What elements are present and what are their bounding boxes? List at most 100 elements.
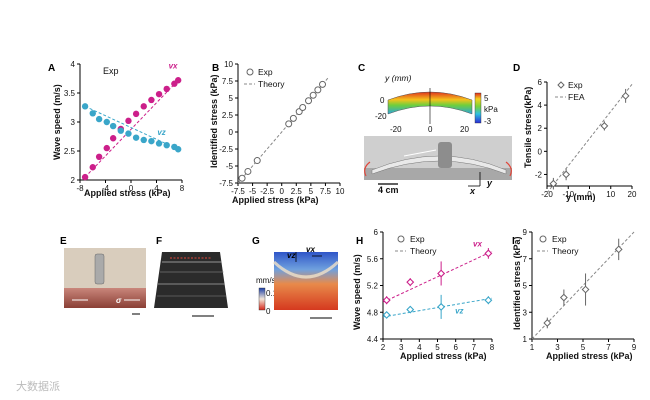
panel-c-scale-label: 4 cm xyxy=(378,185,399,195)
panel-a-point-vx xyxy=(155,90,163,98)
panel-b-xtick-label: 10 xyxy=(336,187,345,196)
panel-h-point-vz xyxy=(484,296,493,305)
panel-d-ytick-label: 4 xyxy=(538,101,543,110)
panel-a-ytick-label: 4 xyxy=(71,60,76,69)
panel-a-point-vx xyxy=(163,85,170,93)
panel-h-point-vx xyxy=(437,269,446,278)
watermark: 大数据派 xyxy=(16,379,60,393)
panel-a-trend-vx xyxy=(84,79,179,178)
panel-h-point-vx xyxy=(484,249,493,258)
panel-i-xtick-label: 7 xyxy=(606,343,611,352)
panel-b-xtick-label: 7.5 xyxy=(320,187,332,196)
panel-a-xtick-label: -4 xyxy=(102,184,110,193)
panel-h-xtick-label: 4 xyxy=(417,343,422,352)
panel-f-ultrasound xyxy=(154,252,228,317)
panel-h-point-vx xyxy=(382,296,391,305)
panel-a-point-vx xyxy=(174,77,182,84)
panel-a-point-vx xyxy=(81,173,89,181)
panel-i-xtick-label: 1 xyxy=(530,343,535,352)
panel-a-ytick-label: 2 xyxy=(71,176,76,185)
panel-i-legend-exp-marker xyxy=(539,235,547,243)
us-pointer xyxy=(403,149,437,157)
panel-h-ytick-label: 6 xyxy=(374,228,379,237)
panel-b-point xyxy=(319,80,327,88)
panel-d-ytick-label: 0 xyxy=(538,147,543,156)
panel-b-xtick-label: 0 xyxy=(279,187,284,196)
photo-table xyxy=(364,168,512,180)
panel-g-wavefield: vz vx xyxy=(258,245,340,319)
panel-i-point xyxy=(581,285,590,294)
panel-i-xlabel: Applied stress (kPa) xyxy=(546,351,633,361)
g-colorbar xyxy=(258,287,266,311)
panel-d-point xyxy=(562,170,571,179)
panel-c-ytick-0: 0 xyxy=(380,96,385,105)
panel-a-xtick-label: -8 xyxy=(76,184,84,193)
panel-d-xlabel: y (mm) xyxy=(566,192,596,202)
panel-a-point-vx xyxy=(132,110,140,118)
panel-b-ytick-label: -7.5 xyxy=(219,179,233,188)
e-probe xyxy=(94,253,105,285)
panel-h-trend-vx xyxy=(382,250,493,303)
panel-b-point xyxy=(289,114,297,122)
panel-i-ytick-label: 9 xyxy=(523,228,528,237)
panel-a-xtick-label: 0 xyxy=(129,184,134,193)
panel-b-xtick-label: -7.5 xyxy=(231,187,245,196)
panel-a-vz-label: vz xyxy=(157,128,165,137)
panel-b-point xyxy=(244,167,252,175)
panel-h-xtick-label: 2 xyxy=(381,343,386,352)
panel-b-legend-theory: Theory xyxy=(258,79,285,89)
panel-a-point-vz xyxy=(163,142,170,149)
panel-a-point-vz xyxy=(148,137,155,145)
panel-c-ylabel: y (mm) xyxy=(384,73,412,83)
panel-a-point-vz xyxy=(174,146,182,153)
panel-b-point xyxy=(238,174,246,182)
panel-h-ytick-label: 5.2 xyxy=(367,282,379,291)
photo-left-arrow xyxy=(364,161,371,177)
panel-h-ytick-label: 5.6 xyxy=(367,255,379,264)
panel-h-xtick-label: 8 xyxy=(490,343,495,352)
panel-i-ylabel: Identified stress (kPa) xyxy=(512,236,522,330)
panel-label-c: C xyxy=(358,63,365,74)
panel-h-point-vx xyxy=(406,278,415,287)
panel-h-ytick-label: 4.8 xyxy=(367,308,379,317)
panel-b-ytick-label: -5 xyxy=(226,162,234,171)
panel-i-ytick-label: 7 xyxy=(523,255,528,264)
panel-h-ylabel: Wave speed (m/s) xyxy=(352,254,362,330)
panel-i-point xyxy=(543,319,552,327)
panel-b-ytick-label: 7.5 xyxy=(222,77,234,86)
panel-b-xtick-label: 5 xyxy=(309,187,314,196)
panel-label-h: H xyxy=(356,236,363,247)
panel-c-axis-y: y xyxy=(486,178,493,188)
panel-h-xtick-label: 7 xyxy=(472,343,477,352)
panel-h-legend-exp: Exp xyxy=(410,234,425,244)
panel-label-g: G xyxy=(252,236,260,247)
e-sigma-label: σ xyxy=(116,296,122,305)
panel-b-point xyxy=(305,97,313,105)
panel-i-xtick-label: 5 xyxy=(581,343,586,352)
panel-i-point xyxy=(559,293,568,302)
panel-d-legend-exp-marker xyxy=(557,81,565,89)
panel-d-ylabel: Tensile stress(kPa) xyxy=(523,87,533,168)
panel-b-point xyxy=(309,91,317,99)
panel-d-xtick-label: 10 xyxy=(606,190,615,199)
panel-b-legend-exp: Exp xyxy=(258,67,273,77)
panel-a-xlabel: Applied stress (kPa) xyxy=(84,188,171,198)
panel-i-ytick-label: 5 xyxy=(523,282,528,291)
panel-a-trend-vz xyxy=(84,105,179,150)
panel-b-xtick-label: -2.5 xyxy=(260,187,274,196)
panel-a-xtick-label: 4 xyxy=(154,184,159,193)
panel-c-stress-map xyxy=(387,88,482,124)
panel-b-point xyxy=(253,157,261,165)
panel-e-photo: σ xyxy=(64,248,146,315)
panel-c-photo xyxy=(364,136,512,187)
g-field xyxy=(274,252,338,310)
panel-a-note: Exp xyxy=(103,66,119,76)
panel-a-point-vx xyxy=(103,144,110,152)
photo-ultrasound-probe xyxy=(438,142,452,168)
panel-d-xtick-label: 0 xyxy=(587,190,592,199)
panel-h-ytick-label: 4.4 xyxy=(367,335,379,344)
g-vx-label: vx xyxy=(306,245,315,254)
panel-a-point-vz xyxy=(140,136,147,144)
panel-a-vx-label: vx xyxy=(169,62,178,71)
